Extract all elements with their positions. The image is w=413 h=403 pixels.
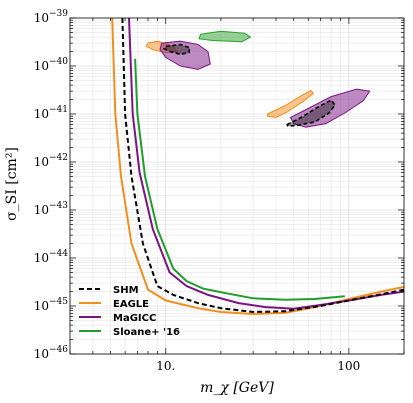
x-tick-labels: 10. 100 (156, 359, 360, 373)
y-tick-label-exponent: −39 (49, 9, 68, 19)
y-tick-label: 10−41 (34, 105, 68, 121)
y-tick-label-base: 10 (34, 299, 49, 313)
legend-label: Sloane+ '16 (113, 327, 180, 338)
y-tick-label-base: 10 (34, 155, 49, 169)
curve-sloane-16 (134, 58, 345, 301)
legend: SHM EAGLE MaGICC Sloane+ '16 (79, 285, 180, 338)
y-tick-label-base: 10 (34, 107, 49, 121)
posterior-region (290, 88, 371, 128)
curve-shm (121, 18, 404, 313)
posterior-region (267, 89, 314, 118)
posterior-region-shm (163, 43, 191, 56)
y-tick-label: 10−44 (34, 249, 69, 265)
curve-eagle (111, 18, 404, 315)
y-tick-label: 10−45 (34, 297, 69, 313)
y-tick-label-exponent: −40 (49, 57, 68, 67)
x-axis-label: m_χ [GeV] (200, 380, 274, 396)
posterior-region (159, 40, 211, 70)
exclusion-curves (111, 18, 404, 315)
posterior-region-shm (286, 99, 336, 127)
curve-magicc (128, 18, 404, 310)
y-tick-label-base: 10 (34, 11, 49, 25)
y-tick-label: 10−40 (34, 57, 69, 73)
y-tick-label-base: 10 (34, 59, 49, 73)
posterior-region (198, 30, 251, 43)
y-tick-label-base: 10 (34, 203, 49, 217)
y-tick-label: 10−39 (34, 9, 69, 25)
y-tick-label-exponent: −42 (49, 153, 68, 163)
y-tick-label: 10−43 (34, 201, 69, 217)
y-axis-label: σ_SI [cm²] (4, 147, 20, 221)
y-tick-label-exponent: −41 (49, 105, 68, 115)
y-tick-label-base: 10 (34, 347, 49, 361)
posterior-regions (145, 30, 371, 128)
y-tick-label-base: 10 (34, 251, 49, 265)
y-tick-label: 10−42 (34, 153, 68, 169)
y-tick-label-exponent: −46 (49, 345, 68, 355)
plot-frame (69, 17, 405, 355)
y-tick-label-exponent: −45 (49, 297, 68, 307)
legend-label: EAGLE (113, 299, 149, 310)
y-tick-label-exponent: −44 (49, 249, 68, 259)
legend-label: SHM (113, 285, 139, 296)
y-tick-label: 10−46 (34, 345, 69, 361)
y-tick-label-exponent: −43 (49, 201, 68, 211)
x-tick-label: 10. (156, 359, 175, 373)
x-tick-label: 100 (337, 359, 360, 373)
legend-label: MaGICC (113, 313, 156, 324)
axis-ticks (69, 17, 405, 355)
